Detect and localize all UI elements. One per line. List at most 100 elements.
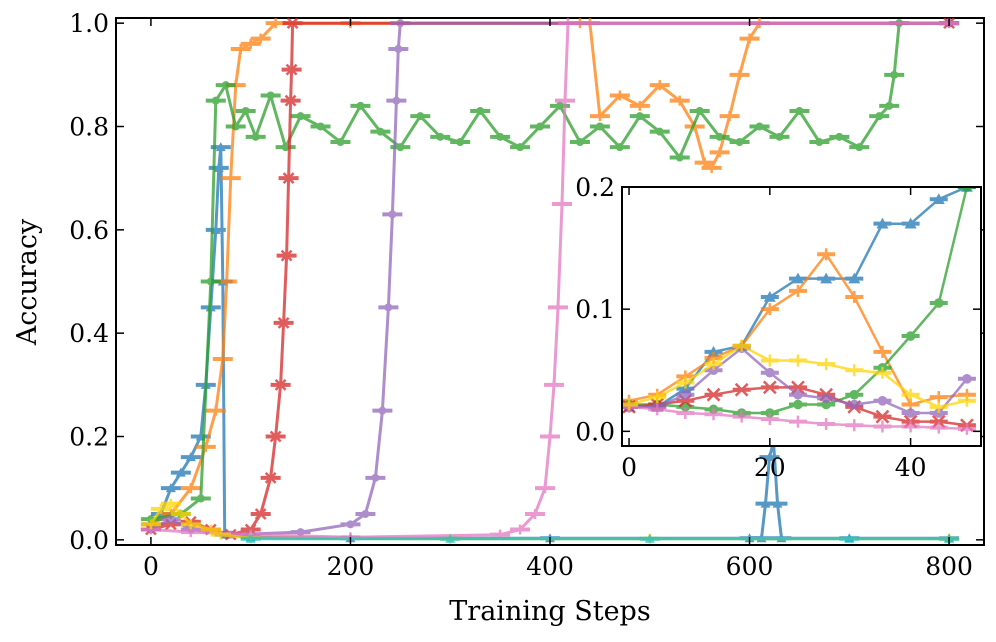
series-marker xyxy=(396,143,405,152)
series-marker xyxy=(764,452,775,462)
series-marker xyxy=(820,418,833,431)
series-marker xyxy=(680,389,691,400)
inset-series-pink xyxy=(622,400,976,435)
series-marker xyxy=(361,510,370,518)
series-marker xyxy=(765,408,775,418)
series-marker xyxy=(848,419,861,432)
series-marker xyxy=(793,399,803,410)
series-marker xyxy=(734,69,745,80)
series-marker xyxy=(679,407,692,420)
series-marker xyxy=(436,132,445,141)
series-marker xyxy=(254,508,267,520)
series-marker xyxy=(371,473,380,482)
series-marker xyxy=(281,143,290,152)
y-tick-label: 0.6 xyxy=(69,216,109,245)
series-marker xyxy=(445,533,456,543)
series-marker xyxy=(221,81,230,90)
series-marker xyxy=(755,122,764,131)
series-marker xyxy=(960,394,973,407)
series-marker xyxy=(876,345,889,358)
series-marker xyxy=(296,528,305,537)
series-marker xyxy=(875,112,884,121)
series-marker xyxy=(376,127,385,136)
series-marker xyxy=(763,290,776,302)
y-tick-label: 0.2 xyxy=(575,173,615,202)
series-marker xyxy=(530,509,541,519)
series-marker xyxy=(735,138,744,146)
inset-axes: 0 20 40 0.0 0.1 0.2 xyxy=(575,173,981,482)
series-marker xyxy=(876,420,889,433)
series-marker xyxy=(217,354,228,364)
series-marker xyxy=(674,95,685,106)
inset-series-purple xyxy=(622,343,976,418)
series-marker xyxy=(165,483,176,493)
series-marker xyxy=(416,112,425,121)
series-marker xyxy=(614,90,625,101)
series-marker xyxy=(555,101,564,110)
x-tick-label: 40 xyxy=(895,453,927,482)
series-marker xyxy=(255,33,266,44)
series-marker xyxy=(651,403,664,416)
series-marker xyxy=(679,376,692,389)
series-marker xyxy=(388,210,397,219)
series-marker xyxy=(215,142,226,152)
series-marker xyxy=(145,519,156,530)
series-marker xyxy=(211,96,220,105)
series-marker xyxy=(575,138,584,146)
series-marker xyxy=(763,303,776,316)
series-marker xyxy=(594,111,605,122)
series-marker xyxy=(791,415,804,428)
series-marker xyxy=(266,91,275,100)
series-marker xyxy=(734,382,749,397)
series-marker xyxy=(675,153,684,162)
series-marker xyxy=(849,389,860,400)
series-marker xyxy=(515,524,526,535)
y-tick-label: 0.2 xyxy=(69,423,109,452)
series-marker xyxy=(962,374,972,384)
inset-series-yellow xyxy=(622,339,976,413)
series-marker xyxy=(724,111,735,122)
series-marker xyxy=(904,420,917,433)
x-tick-label: 0 xyxy=(143,552,159,581)
series-marker xyxy=(735,339,748,352)
series-marker xyxy=(225,173,236,184)
series-marker xyxy=(346,520,355,529)
series-marker xyxy=(536,122,545,131)
series-marker xyxy=(848,364,861,377)
series-marker xyxy=(744,33,755,44)
series-marker xyxy=(821,393,831,404)
x-tick-label: 20 xyxy=(754,453,786,482)
series-marker xyxy=(933,298,944,308)
series-marker xyxy=(552,302,563,313)
series-marker xyxy=(175,467,186,477)
series-marker xyxy=(384,303,393,312)
series-marker xyxy=(763,413,776,426)
series-marker xyxy=(245,533,256,543)
series-marker xyxy=(706,387,721,402)
series-marker xyxy=(890,70,899,79)
series-marker xyxy=(185,452,196,462)
inset-series-group xyxy=(622,187,976,435)
series-marker xyxy=(545,431,555,442)
series-marker xyxy=(714,147,725,158)
series-marker xyxy=(855,143,864,152)
series-marker xyxy=(595,122,604,131)
series-marker xyxy=(336,138,345,146)
x-tick-label: 400 xyxy=(526,552,574,581)
series-marker xyxy=(960,422,973,435)
series-marker xyxy=(933,408,944,418)
series-marker xyxy=(735,410,748,423)
y-tick-label: 0.4 xyxy=(69,319,109,348)
series-marker xyxy=(654,80,665,91)
series-marker xyxy=(844,533,855,543)
x-axis-title: Training Steps xyxy=(449,596,650,627)
series-marker xyxy=(251,132,260,141)
series-marker xyxy=(820,358,833,371)
series-marker xyxy=(820,248,833,261)
series-marker xyxy=(905,408,916,418)
series-marker xyxy=(815,138,824,146)
series-marker xyxy=(282,172,295,185)
series-marker xyxy=(270,18,281,29)
series-marker xyxy=(715,132,724,141)
main-series-pink xyxy=(140,18,960,543)
